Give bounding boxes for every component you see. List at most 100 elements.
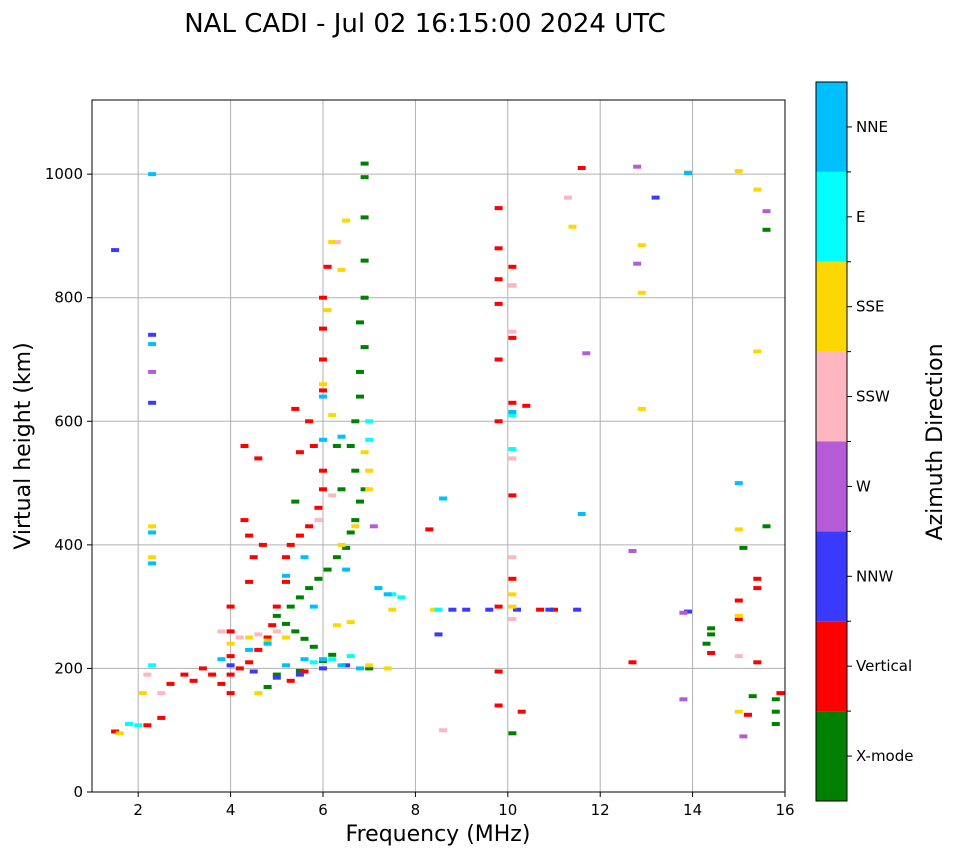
data-point <box>226 691 235 696</box>
data-point <box>734 598 743 603</box>
x-tick-label: 8 <box>411 801 421 819</box>
data-point <box>282 579 290 584</box>
data-point <box>305 524 314 529</box>
data-point <box>143 723 152 728</box>
data-point <box>134 723 143 728</box>
data-point <box>517 709 526 714</box>
data-point <box>337 267 346 272</box>
data-point <box>111 729 120 734</box>
data-point <box>300 636 309 641</box>
data-point <box>125 722 133 726</box>
data-point <box>762 524 771 529</box>
data-point <box>753 586 762 591</box>
data-point <box>332 240 341 245</box>
data-point <box>328 657 337 662</box>
data-point <box>771 697 780 702</box>
data-point <box>508 283 517 288</box>
data-point <box>508 592 517 597</box>
data-point <box>166 681 175 686</box>
data-point <box>360 487 369 492</box>
data-point <box>189 678 198 683</box>
x-tick-label: 16 <box>775 801 794 819</box>
data-point <box>198 666 207 671</box>
data-point <box>776 691 785 696</box>
data-point <box>282 635 290 640</box>
data-point <box>286 678 295 683</box>
x-tick-label: 14 <box>683 801 702 819</box>
data-point <box>346 654 355 659</box>
data-point <box>263 638 272 643</box>
data-point <box>286 542 295 547</box>
data-point <box>342 218 351 223</box>
data-point <box>342 567 351 572</box>
colorbar-segment <box>816 621 847 712</box>
series-vertical <box>111 166 785 734</box>
data-point <box>323 264 332 269</box>
data-point <box>637 290 646 295</box>
data-point <box>148 400 157 405</box>
data-point <box>295 533 304 538</box>
data-point <box>332 444 341 448</box>
data-point <box>249 669 258 674</box>
data-point <box>217 657 226 662</box>
data-point <box>314 518 323 523</box>
data-point <box>245 533 254 538</box>
data-point <box>208 672 217 677</box>
data-point <box>494 206 503 211</box>
data-point <box>360 295 369 300</box>
chart-title: NAL CADI - Jul 02 16:15:00 2024 UTC <box>184 9 666 39</box>
data-point <box>115 731 124 736</box>
data-point <box>365 663 374 668</box>
data-point <box>360 450 369 455</box>
data-point <box>291 406 300 411</box>
data-point <box>332 555 341 560</box>
data-point <box>360 258 369 263</box>
data-point <box>734 617 743 621</box>
data-point <box>337 434 346 439</box>
data-point <box>314 505 323 510</box>
data-point <box>508 335 517 340</box>
data-point <box>679 610 688 615</box>
data-point <box>356 320 364 325</box>
data-point <box>707 632 716 637</box>
data-point <box>148 530 157 535</box>
data-point <box>148 663 157 668</box>
data-point <box>148 561 157 566</box>
colorbar-tick-label: E <box>856 208 865 226</box>
data-point <box>508 493 517 498</box>
data-point <box>328 652 337 657</box>
data-point <box>508 617 517 621</box>
colorbar-tick-label: SSW <box>856 388 890 406</box>
data-point <box>369 524 378 529</box>
data-point <box>356 394 364 399</box>
data-point <box>734 169 743 174</box>
data-point <box>240 518 249 523</box>
y-tick-label: 600 <box>54 412 83 430</box>
data-point <box>577 166 586 170</box>
data-point <box>753 576 762 581</box>
data-point <box>753 187 762 192</box>
data-point <box>748 694 757 699</box>
data-point <box>314 576 323 581</box>
data-point <box>254 647 263 652</box>
y-tick-label: 400 <box>54 536 83 554</box>
y-tick-label: 200 <box>54 659 83 677</box>
data-point <box>734 481 743 486</box>
data-point <box>734 654 743 659</box>
colorbar-segment <box>816 171 847 262</box>
data-point <box>328 240 337 245</box>
series-ssw <box>143 195 743 733</box>
data-point <box>332 623 341 628</box>
data-point <box>272 604 281 609</box>
data-point <box>143 672 152 677</box>
data-point <box>351 524 360 529</box>
x-tick-label: 10 <box>498 801 517 819</box>
data-point <box>337 487 346 492</box>
series-sse <box>115 169 762 736</box>
x-tick-label: 6 <box>318 801 328 819</box>
colorbar-tick-label: W <box>856 477 871 495</box>
data-point <box>388 592 397 597</box>
data-point <box>633 261 642 266</box>
data-point <box>148 555 157 560</box>
